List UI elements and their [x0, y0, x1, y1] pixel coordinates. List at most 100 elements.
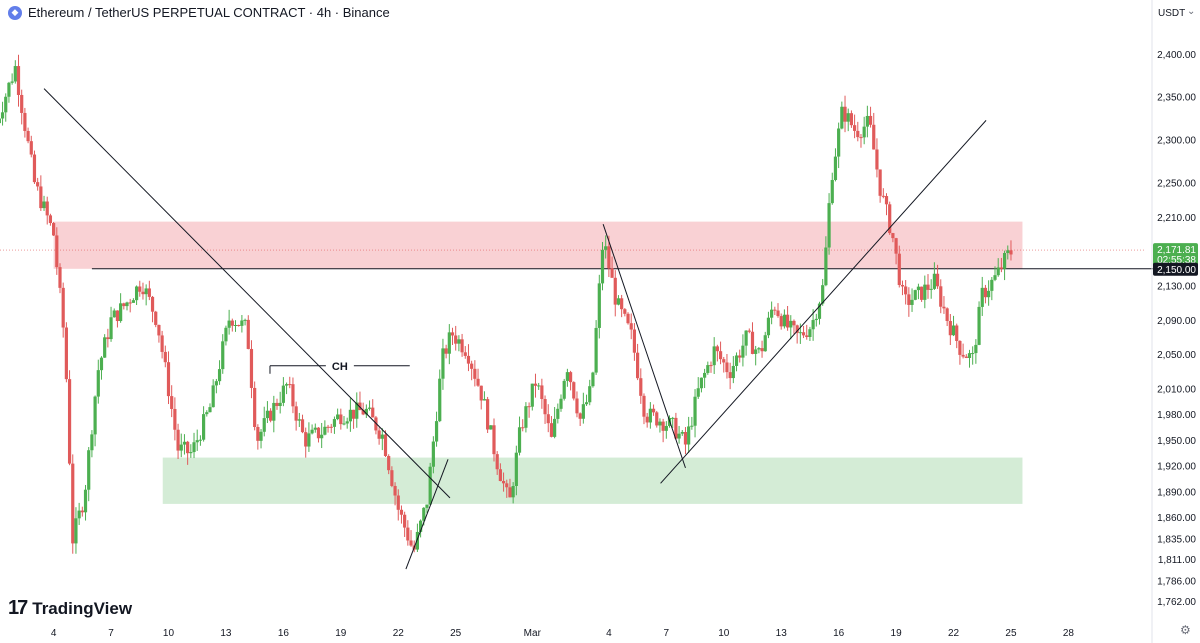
candle-body — [96, 370, 100, 397]
candle-body — [817, 303, 822, 319]
candle-body — [157, 324, 161, 336]
candle-body — [951, 325, 956, 336]
candle-body — [572, 382, 576, 399]
trendline[interactable] — [660, 120, 987, 484]
candle-body — [198, 439, 203, 441]
candle-body — [910, 299, 914, 305]
candle-body — [565, 372, 569, 381]
candle-body — [578, 413, 582, 419]
candle-body — [150, 296, 155, 312]
trendline[interactable] — [602, 224, 686, 469]
candle-body — [920, 286, 924, 300]
candle-body — [977, 306, 981, 345]
tradingview-logo-mark: 17 — [8, 597, 28, 619]
candle-body — [128, 302, 132, 304]
candle-body — [93, 396, 97, 435]
chevron-down-icon[interactable]: ⌄ — [1187, 6, 1196, 17]
candle-body — [90, 434, 94, 451]
candle-body — [655, 412, 659, 426]
candle-body — [632, 329, 637, 353]
candle-body — [744, 330, 748, 346]
candle-body — [380, 434, 384, 439]
candle-countdown: 02:55:38 — [1157, 255, 1196, 266]
candle-body — [929, 288, 933, 290]
price-tick-label: 2,250.00 — [1157, 179, 1196, 190]
candle-body — [955, 325, 959, 341]
candle-body — [530, 383, 534, 407]
time-tick-label: 4 — [51, 628, 57, 639]
candle-body — [444, 348, 448, 354]
candle-body — [661, 421, 665, 431]
candle-body — [683, 431, 688, 445]
price-tick-label: 2,350.00 — [1157, 93, 1196, 104]
price-tick-label: 2,210.00 — [1157, 213, 1196, 224]
candle-body — [7, 82, 11, 97]
candle-body — [754, 349, 758, 354]
candle-body — [779, 316, 783, 327]
level-badge — [1153, 262, 1198, 276]
candle-body — [447, 332, 451, 354]
candle-body — [824, 247, 828, 286]
price-tick-label: 2,300.00 — [1157, 136, 1196, 147]
candle-body — [607, 246, 611, 269]
candle-body — [853, 125, 857, 131]
candle-body — [36, 182, 40, 187]
candle-body — [1006, 250, 1010, 254]
candle-body — [543, 399, 547, 415]
candle-body — [613, 277, 617, 305]
candle-body — [690, 425, 694, 427]
time-tick-label: 16 — [278, 628, 290, 639]
candle-body — [329, 426, 333, 428]
price-tick-label: 1,860.00 — [1157, 513, 1196, 524]
candle-body — [827, 203, 831, 248]
candle-body — [20, 94, 24, 113]
candle-body — [642, 395, 646, 417]
candle-body — [182, 441, 187, 445]
candle-body — [674, 417, 678, 439]
candle-body — [39, 186, 43, 209]
candle-body — [170, 396, 174, 409]
price-tick-label: 1,950.00 — [1157, 436, 1196, 447]
candle-body — [119, 303, 123, 322]
candle-body — [881, 195, 885, 197]
candle-body — [514, 452, 518, 486]
candle-body — [240, 320, 244, 326]
time-tick-label: 25 — [1005, 628, 1017, 639]
currency-selector[interactable]: USDT — [1158, 8, 1186, 19]
candle-body — [450, 332, 455, 336]
candle-body — [147, 288, 151, 297]
candle-body — [916, 286, 921, 291]
candle-body — [562, 380, 566, 399]
candle-body — [706, 365, 710, 373]
candle-body — [792, 320, 796, 326]
candle-body — [109, 317, 113, 340]
time-tick-label: 4 — [606, 628, 612, 639]
candle-body — [482, 399, 487, 401]
candle-body — [176, 429, 180, 451]
candle-body — [463, 352, 467, 356]
price-tick-label: 2,050.00 — [1157, 350, 1196, 361]
candle-body — [785, 314, 790, 328]
trendline[interactable] — [43, 88, 451, 499]
trendline[interactable] — [405, 459, 449, 570]
candle-body — [987, 290, 991, 298]
candle-body — [517, 427, 522, 453]
time-tick-label: 25 — [450, 628, 462, 639]
candle-body — [671, 417, 675, 419]
candle-body — [26, 130, 30, 142]
candle-body — [897, 253, 901, 285]
candle-body — [201, 414, 206, 440]
candle-body — [728, 372, 732, 379]
candle-body — [307, 433, 311, 447]
gear-icon[interactable]: ⚙ — [1180, 623, 1191, 637]
candle-body — [591, 372, 595, 387]
candle-body — [948, 321, 952, 336]
candle-body — [387, 456, 391, 471]
candle-body — [722, 359, 726, 363]
candle-body — [221, 341, 225, 370]
candle-body — [243, 319, 247, 321]
current-price-label: 2,171.81 — [1157, 245, 1196, 256]
candle-body — [498, 469, 502, 481]
candle-body — [862, 126, 866, 138]
